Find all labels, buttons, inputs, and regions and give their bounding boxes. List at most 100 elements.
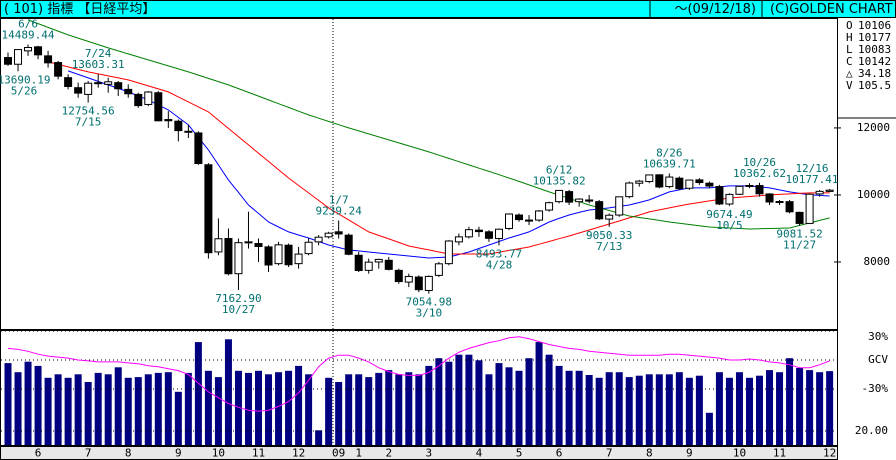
volume-bar [485,374,493,445]
volume-bar [505,367,513,445]
info-value: 105.5 [858,79,891,92]
volume-bar [545,354,553,445]
candle-body [374,258,383,263]
candle-body [615,196,624,216]
volume-bar [766,370,774,445]
x-tick-label: 11 [252,447,265,460]
candle-body [344,234,353,255]
indicator-panel [0,330,838,446]
candle-body [535,210,544,221]
info-label: V [846,79,853,92]
volume-bar [154,372,162,445]
annotation-date: 6/6 [18,17,38,30]
candle-body [765,193,774,203]
candle-body [154,92,163,122]
candle-body [254,243,263,247]
volume-bar [625,377,633,445]
volume-bar [385,370,393,445]
volume-bar [595,377,603,445]
volume-bar [4,363,12,445]
candle-body [34,46,43,56]
volume-bar [605,372,613,445]
gcv-line [7,336,830,412]
volume-bar [645,374,653,445]
candle-body [404,275,413,283]
candle-body [605,214,614,220]
candle-body [454,236,463,243]
volume-bar [194,342,202,445]
y2-tick-label: GCV [868,353,888,366]
x-tick-label: 11 [773,447,786,460]
volume-bar [806,370,814,445]
candle-body [384,259,393,270]
x-tick-label: 9 [175,447,182,460]
volume-bar [164,372,172,445]
volume-bar [255,370,262,445]
candle-body [464,229,473,238]
annotation-value: 13603.31 [72,58,125,71]
candle-body [84,82,93,95]
x-tick-label: 8 [646,447,653,460]
annotation-value: 12754.56 [62,105,115,118]
candle-body [585,199,594,202]
candle-body [44,55,53,64]
y2-tick-label: -30% [862,382,889,395]
candle-body [124,88,133,95]
volume-bar [204,370,212,445]
candle-body [785,201,794,213]
info-label: C [846,55,853,68]
volume-bar [34,365,42,445]
volume-bar [44,377,52,445]
candle-body [665,176,674,188]
candle-body [184,130,193,133]
candle-body [244,241,253,244]
x-tick-label: 12 [823,447,836,460]
volume-bar [244,372,252,445]
volume-bar [315,430,323,445]
volume-bar [745,377,753,445]
annotation-value: 13690.19 [0,73,50,86]
y-tick-label: 10000 [857,188,890,201]
x-tick-label: 7 [606,447,613,460]
x-tick-label: 6 [556,447,563,460]
y-tick-label: 12000 [857,121,890,134]
candle-body [54,62,63,77]
x-tick-label: 10 [733,447,746,460]
x-tick-label: 5 [516,447,523,460]
volume-bar [14,372,22,445]
x-tick-label: 10 [212,447,225,460]
annotation-value: 9239.24 [315,204,362,217]
x-tick-label: 7 [85,447,92,460]
volume-bar [104,374,112,445]
candle-body [745,184,754,187]
volume-bar [375,372,383,445]
candle-body [214,238,223,253]
candle-body [595,201,604,220]
annotation-date: 7/13 [596,240,623,253]
volume-bar [124,377,132,445]
volume-bar [695,375,703,445]
volume-bar [114,367,122,445]
candle-body [565,191,574,203]
volume-bar [445,361,453,445]
candle-body [474,229,483,233]
annotation-value: 7054.98 [406,296,452,309]
info-label: H [846,31,853,44]
candle-body [515,214,524,221]
volume-bar [144,374,152,445]
x-tick-label: 3 [426,447,433,460]
candle-body [194,132,203,165]
candle-body [294,253,303,265]
volume-bar [214,377,222,445]
annotation-value: 10177.41 [786,173,839,186]
volume-bar [224,339,232,445]
volume-bar [265,374,273,445]
volume-bar [715,372,723,445]
annotation-value: 10362.62 [733,167,786,180]
candle-body [705,182,714,187]
candle-body [484,231,493,239]
annotation-value: 9674.49 [706,208,752,221]
candle-body [715,186,724,205]
annotation-date: 3/10 [416,307,443,320]
